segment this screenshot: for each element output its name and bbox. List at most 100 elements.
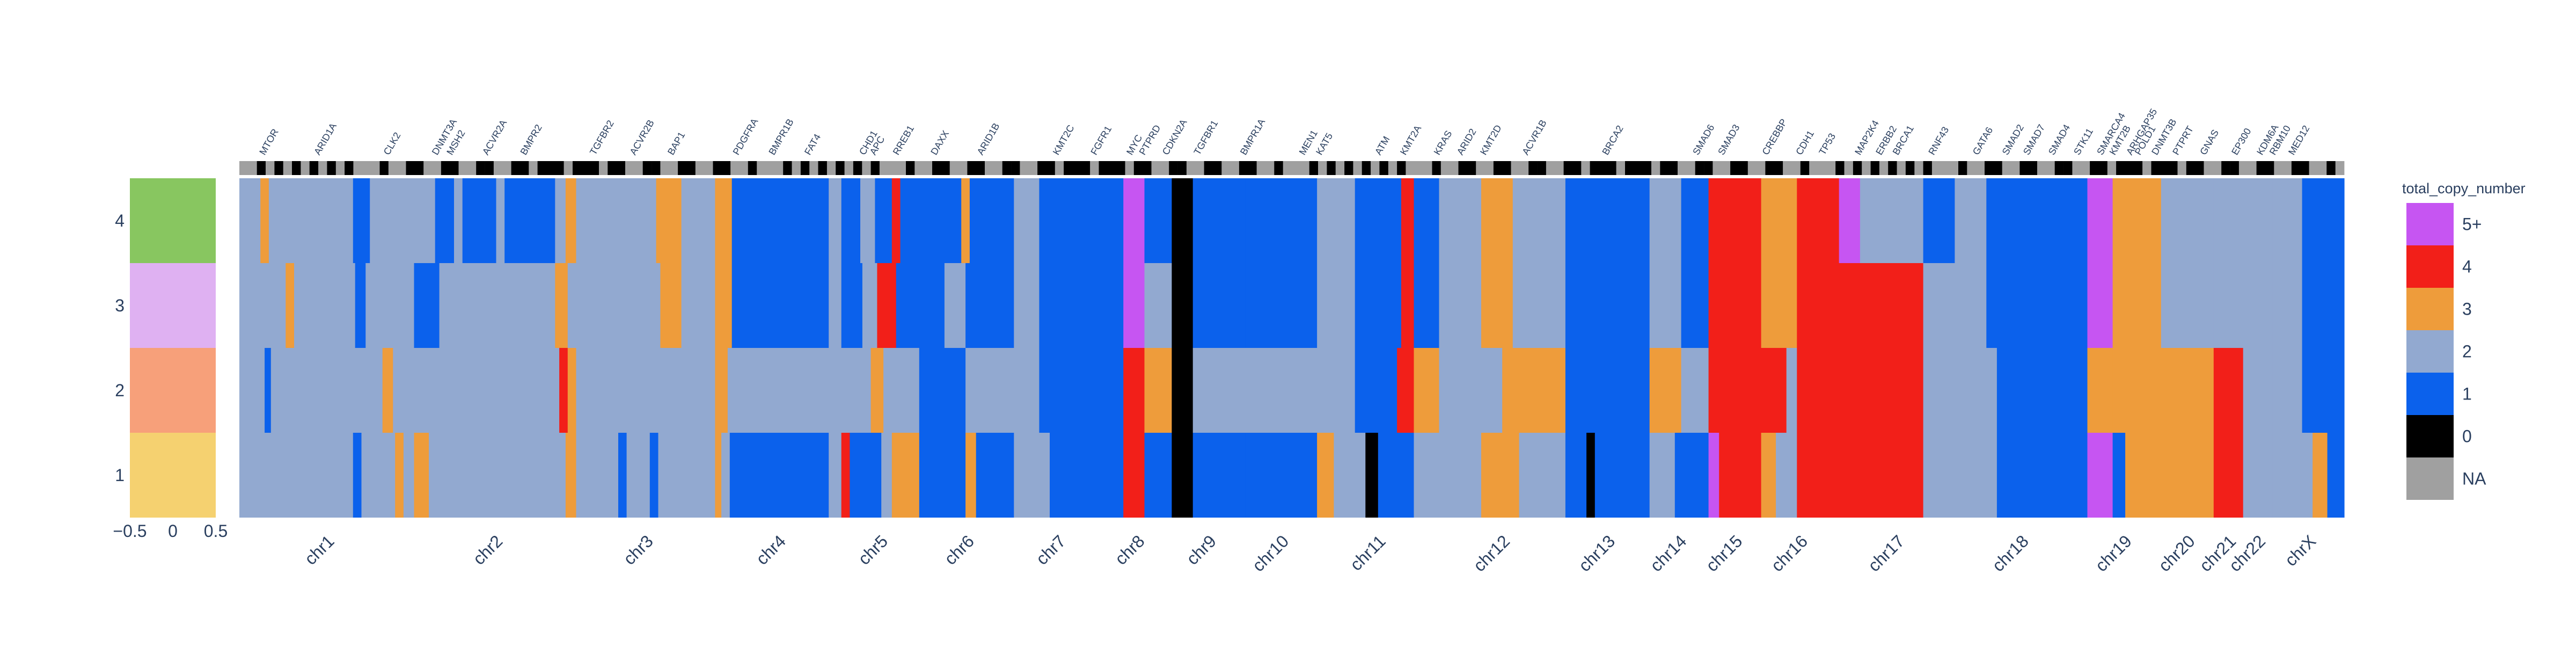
heatmap-cell (462, 178, 497, 263)
gene-label: MTOR (257, 127, 281, 157)
heatmap-cell (1355, 178, 1402, 263)
gene-label: RREB1 (891, 123, 916, 157)
heatmap-cell (1439, 348, 1503, 433)
heatmap-cell (841, 263, 863, 348)
gene-bar-segment (1484, 161, 1494, 175)
gene-bar-segment (1590, 161, 1599, 175)
heatmap-cell (2272, 433, 2313, 518)
heatmap-cell (1172, 178, 1194, 263)
gene-bar-segment (1388, 161, 1397, 175)
heatmap-cell (1245, 178, 1318, 263)
gene-bar-segment (1949, 161, 1959, 175)
heatmap-cell (1439, 263, 1482, 348)
heatmap-cell (2161, 433, 2214, 518)
gene-bar-segment (1800, 161, 1810, 175)
heatmap-cell (731, 263, 829, 348)
gene-bar-segment (1607, 161, 1616, 175)
gene-bar-segment (1335, 161, 1345, 175)
heatmap-cell (715, 263, 733, 348)
legend: total_copy_number 5+ 4 3 2 1 0 NA (2402, 180, 2526, 500)
gene-bar-segment (634, 161, 643, 175)
heatmap-row-cluster-2 (239, 348, 2345, 433)
legend-swatch (2406, 330, 2454, 373)
heatmap-cell (382, 348, 393, 433)
gene-bar-segment (2054, 161, 2064, 175)
heatmap-cell (1481, 263, 1513, 348)
gene-bar-segment (669, 161, 678, 175)
gene-bar-segment (1256, 161, 1266, 175)
gene-bar-segment (2037, 161, 2046, 175)
gene-bar-segment (642, 161, 652, 175)
gene-bar-segment (1975, 161, 1985, 175)
heatmap-cell (1355, 348, 1397, 433)
gene-bar-segment (1037, 161, 1046, 175)
gene-bar-segment (1081, 161, 1091, 175)
heatmap-cell (841, 433, 850, 518)
heatmap-cell (2112, 178, 2162, 263)
gene-bar-segment (1186, 161, 1196, 175)
gene-bar-segment (844, 161, 854, 175)
heatmap-cell (1414, 263, 1440, 348)
gene-bar-segment (713, 161, 722, 175)
gene-bar-segment (2090, 161, 2099, 175)
gene-bar-segment (309, 161, 319, 175)
heatmap-cell (2213, 263, 2244, 348)
heatmap-cell (656, 178, 682, 263)
gene-bar-segment (765, 161, 775, 175)
heatmap-cell (1786, 348, 1797, 433)
gene-bar-segment (783, 161, 792, 175)
heatmap-cell (555, 178, 566, 263)
gene-bar-segment (721, 161, 731, 175)
heatmap-cell (1776, 433, 1797, 518)
heatmap-cell (919, 348, 966, 433)
heatmap-cell (567, 263, 577, 348)
gene-label: CLK2 (382, 130, 403, 157)
gene-label: TP53 (1817, 132, 1838, 157)
heatmap-cell (961, 178, 970, 263)
heatmap-cell (1649, 348, 1682, 433)
heatmap-cell (1378, 433, 1415, 518)
gene-bar-segment (1011, 161, 1020, 175)
gene-label: KMT2C (1051, 123, 1077, 157)
heatmap-cell (2213, 433, 2244, 518)
gene-bar-segment (1212, 161, 1222, 175)
gene-bar-segment (1020, 161, 1029, 175)
gene-bar-segment (836, 161, 845, 175)
heatmap-cell (1708, 433, 1719, 518)
heatmap-cell (1923, 178, 1955, 263)
gene-label: KMT2A (1398, 123, 1423, 157)
heatmap-cell (965, 348, 1014, 433)
gene-bar-segment (1967, 161, 1976, 175)
gene-bar-segment (248, 161, 257, 175)
gene-bar-segment (1344, 161, 1353, 175)
cluster-x-tick: 0 (168, 521, 178, 541)
heatmap-cell (1102, 178, 1124, 263)
gene-bar-segment (1283, 161, 1292, 175)
gene-bar-segment (949, 161, 959, 175)
chromosome-label: chr3 (619, 531, 656, 568)
gene-bar-segment (1160, 161, 1169, 175)
gene-bar-segment (1046, 161, 1056, 175)
heatmap-cell (2161, 263, 2214, 348)
cluster-y-tick: 1 (115, 466, 125, 485)
gene-bar-segment (1519, 161, 1529, 175)
gene-bar-segment (414, 161, 424, 175)
gene-label: SMAD3 (1716, 122, 1741, 157)
gene-bar-segment (2256, 161, 2266, 175)
gene-label: BMPR1B (766, 117, 795, 157)
gene-bar-segment (1327, 161, 1336, 175)
gene-bar-segment (888, 161, 897, 175)
legend-swatch (2406, 245, 2454, 288)
heatmap-cell (1245, 263, 1318, 348)
gene-bar-segment (2002, 161, 2011, 175)
gene-label: SMAD4 (2046, 122, 2072, 157)
gene-bar-segment (958, 161, 968, 175)
chromosome-label: chr2 (469, 531, 506, 568)
heatmap-cell (567, 348, 577, 433)
gene-bar-segment (2169, 161, 2178, 175)
gene-bar-segment (1774, 161, 1783, 175)
heatmap-cell (1123, 263, 1145, 348)
gene-label: BMPR2 (518, 122, 544, 157)
gene-bar-segment (1739, 161, 1748, 175)
